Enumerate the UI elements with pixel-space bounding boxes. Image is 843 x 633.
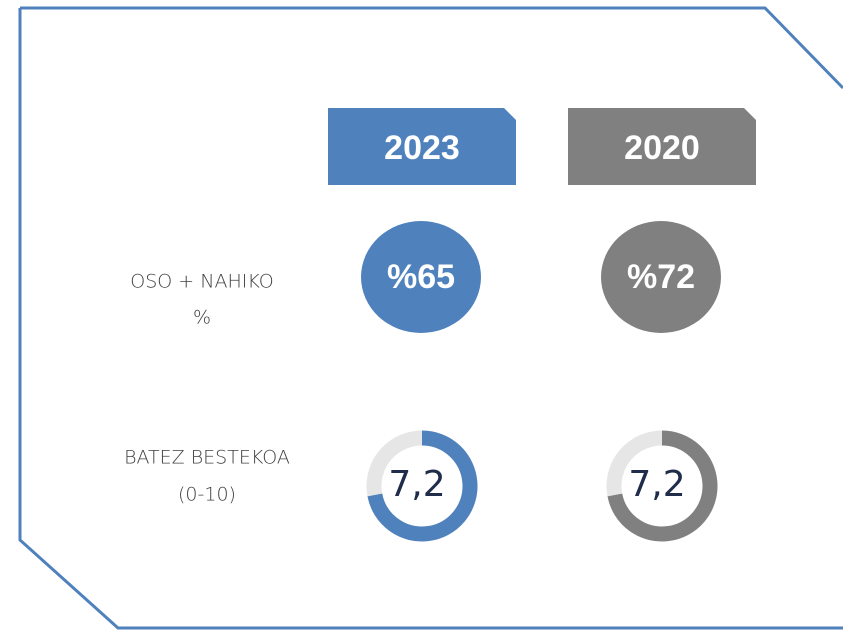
row-label: BATEZ BESTEKOA [124,447,290,469]
percent-label: %65 [387,258,455,296]
row-label: OSO + NAHIKO [130,271,273,293]
year-box [328,108,516,185]
year-label: 2023 [384,129,460,167]
score-label: 7,2 [628,464,685,505]
gauge-arc [367,430,478,542]
frame [18,6,843,630]
row-label: (0-10) [178,484,236,506]
score-label: 7,2 [388,464,445,505]
row-label: % [193,307,211,329]
year-label: 2020 [624,129,700,167]
percent-circle [361,221,481,333]
gauge-arc [607,430,718,542]
year-box [568,108,756,185]
percent-circle [601,221,721,333]
percent-label: %72 [627,258,695,296]
